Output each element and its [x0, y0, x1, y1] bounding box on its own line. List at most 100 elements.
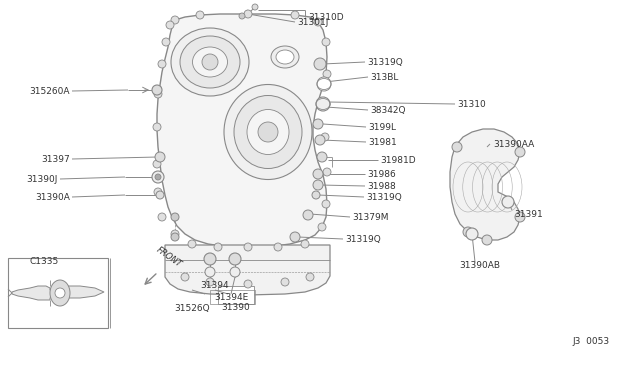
Text: 31981D: 31981D [380, 155, 415, 164]
Text: 31390: 31390 [221, 304, 250, 312]
Circle shape [318, 223, 326, 231]
Circle shape [281, 278, 289, 286]
Circle shape [306, 273, 314, 281]
Circle shape [196, 11, 204, 19]
Circle shape [502, 196, 514, 208]
Text: 31986: 31986 [367, 170, 396, 179]
Circle shape [239, 13, 245, 19]
Ellipse shape [224, 84, 312, 180]
Polygon shape [165, 245, 330, 295]
Circle shape [252, 4, 258, 10]
Text: 31390A: 31390A [35, 192, 70, 202]
Circle shape [291, 11, 299, 19]
Text: 38342Q: 38342Q [370, 106, 406, 115]
Circle shape [313, 180, 323, 190]
Circle shape [205, 267, 215, 277]
Circle shape [229, 253, 241, 265]
Circle shape [303, 210, 313, 220]
Circle shape [244, 243, 252, 251]
Text: 31310: 31310 [457, 99, 486, 109]
Ellipse shape [234, 96, 302, 169]
Circle shape [317, 77, 331, 91]
Bar [218, 286, 254, 304]
Circle shape [313, 119, 323, 129]
Circle shape [452, 142, 462, 152]
Circle shape [204, 253, 216, 265]
Circle shape [466, 228, 478, 240]
Text: 31394: 31394 [201, 282, 229, 291]
Circle shape [181, 273, 189, 281]
Text: 31310D: 31310D [308, 13, 344, 22]
Text: 31394E: 31394E [214, 294, 248, 302]
Circle shape [315, 135, 325, 145]
Circle shape [274, 243, 282, 251]
Circle shape [155, 174, 161, 180]
Circle shape [202, 54, 218, 70]
Ellipse shape [171, 28, 249, 96]
Circle shape [152, 171, 164, 183]
Circle shape [214, 243, 222, 251]
Text: 31301J: 31301J [297, 17, 328, 26]
Ellipse shape [193, 47, 227, 77]
Circle shape [312, 191, 320, 199]
Text: J3  0053: J3 0053 [573, 337, 610, 346]
Circle shape [258, 122, 278, 142]
Ellipse shape [180, 36, 240, 88]
Circle shape [244, 10, 252, 18]
Circle shape [153, 160, 161, 168]
Text: 31319Q: 31319Q [367, 58, 403, 67]
Text: 31319Q: 31319Q [366, 192, 402, 202]
Circle shape [155, 152, 165, 162]
Circle shape [314, 58, 326, 70]
Text: FRONT: FRONT [155, 245, 184, 269]
Ellipse shape [50, 280, 70, 306]
Circle shape [322, 100, 330, 108]
Circle shape [158, 213, 166, 221]
Circle shape [230, 267, 240, 277]
Circle shape [317, 152, 327, 162]
Polygon shape [450, 129, 520, 240]
Circle shape [154, 188, 162, 196]
Text: 313BL: 313BL [370, 73, 398, 81]
Text: 31981: 31981 [368, 138, 397, 147]
Bar [210, 290, 255, 304]
Circle shape [322, 200, 330, 208]
Polygon shape [12, 286, 104, 300]
Text: C1335: C1335 [29, 257, 59, 266]
Text: 31988: 31988 [367, 182, 396, 190]
Text: 3199L: 3199L [368, 122, 396, 131]
Circle shape [515, 147, 525, 157]
Circle shape [206, 278, 214, 286]
Circle shape [290, 232, 300, 242]
Circle shape [158, 60, 166, 68]
Circle shape [153, 123, 161, 131]
Text: 31390AA: 31390AA [493, 140, 534, 148]
Circle shape [171, 230, 179, 238]
Circle shape [162, 38, 170, 46]
Bar [8, 258, 108, 328]
Text: 31397: 31397 [41, 154, 70, 164]
Circle shape [323, 168, 331, 176]
Circle shape [152, 85, 162, 95]
Ellipse shape [271, 46, 299, 68]
Circle shape [171, 233, 179, 241]
Text: 31390AB: 31390AB [460, 260, 500, 269]
Circle shape [323, 70, 331, 78]
Circle shape [322, 38, 330, 46]
Circle shape [321, 133, 329, 141]
Polygon shape [157, 14, 327, 247]
Circle shape [188, 240, 196, 248]
Circle shape [156, 191, 164, 199]
Text: 315260A: 315260A [29, 87, 70, 96]
Text: 31391: 31391 [514, 209, 543, 218]
Ellipse shape [247, 109, 289, 154]
Text: 31379M: 31379M [352, 212, 388, 221]
Text: 31319Q: 31319Q [345, 234, 381, 244]
Text: 31390J: 31390J [27, 174, 58, 183]
Circle shape [515, 212, 525, 222]
Circle shape [482, 235, 492, 245]
Circle shape [313, 169, 323, 179]
Circle shape [316, 97, 330, 111]
Circle shape [171, 213, 179, 221]
Circle shape [301, 240, 309, 248]
